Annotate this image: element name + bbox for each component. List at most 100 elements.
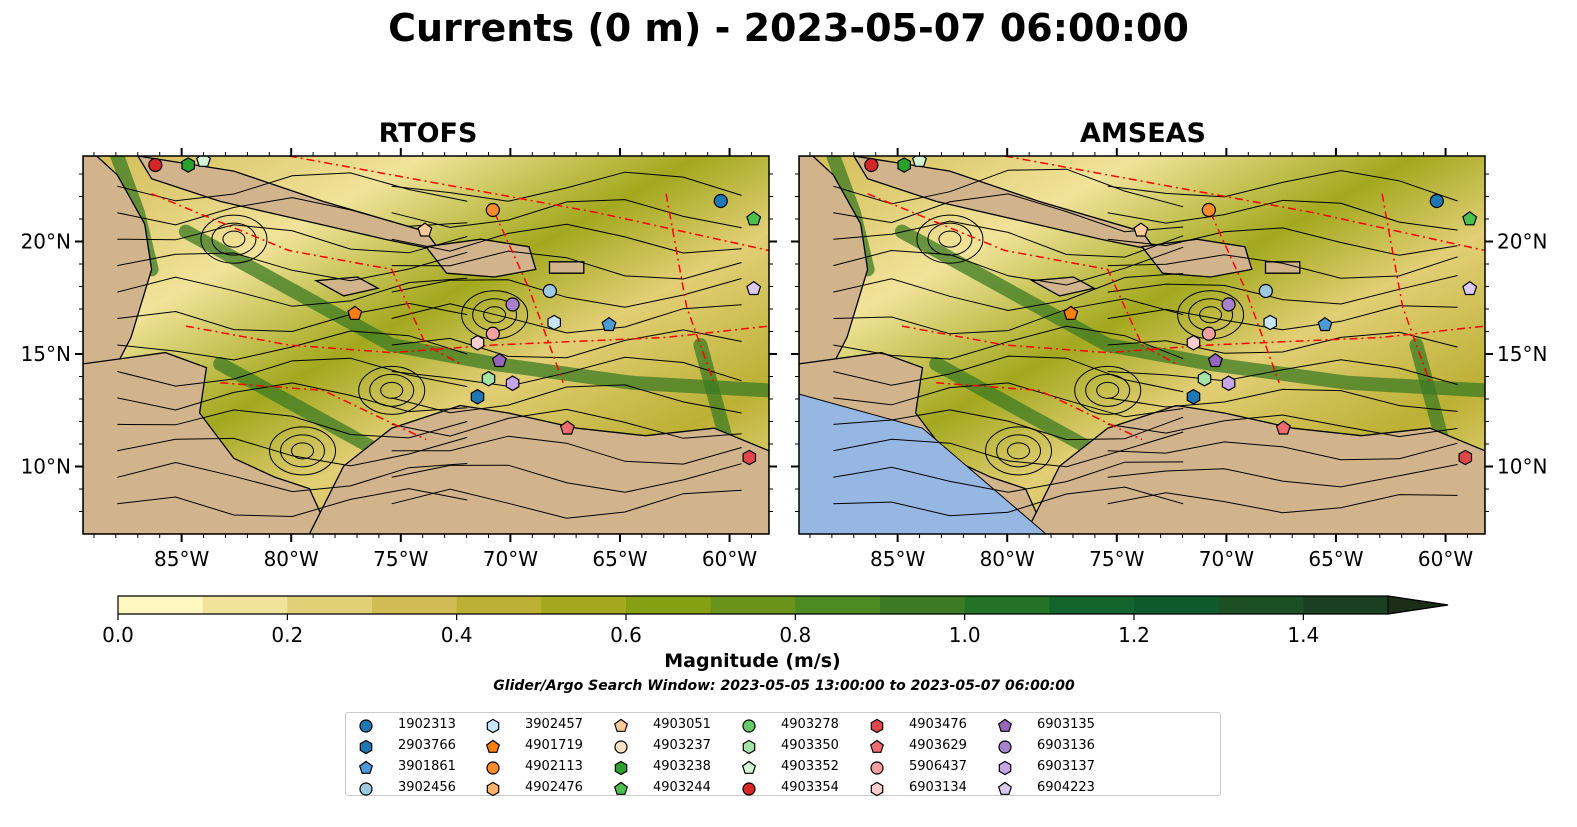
- colorbar-segment: [118, 596, 204, 614]
- legend-label: 5906437: [909, 759, 967, 774]
- streamline: [1107, 441, 1458, 461]
- streamline: [833, 409, 1184, 441]
- platform-4903350: [481, 370, 496, 387]
- streamline: [833, 325, 1184, 360]
- streamline: [391, 329, 742, 359]
- x-tick-label: 65°W: [1308, 547, 1363, 571]
- platform-4903476: [742, 449, 757, 466]
- streamline: [1107, 414, 1458, 438]
- legend-label: 4901719: [525, 738, 583, 753]
- land: [314, 276, 380, 297]
- legend-label: 4903244: [653, 780, 711, 795]
- land: [308, 404, 769, 534]
- platform-4903352: [195, 156, 212, 167]
- land: [1140, 238, 1253, 278]
- legend-label: 4903278: [781, 717, 839, 732]
- legend-marker-circle: [359, 719, 373, 733]
- y-tick-label: 10°N: [21, 455, 71, 479]
- legend-marker-circle: [742, 719, 756, 733]
- legend-marker-pentagon: [485, 739, 501, 753]
- eddy-streamline: [1085, 373, 1131, 407]
- panel-title-rtofs: RTOFS: [378, 118, 478, 149]
- legend-marker-circle: [742, 782, 756, 796]
- x-tick-label: 85°W: [870, 547, 925, 571]
- colorbar-tick-label: 0.0: [102, 623, 134, 647]
- land: [548, 261, 585, 274]
- legend-marker-pentagon: [613, 781, 629, 795]
- streamline: [117, 197, 468, 227]
- x-tick-label: 75°W: [373, 547, 428, 571]
- eez-line: [1381, 193, 1431, 384]
- streamline: [391, 303, 742, 334]
- streamline: [391, 384, 742, 414]
- colorbar-tick-label: 0.2: [271, 623, 303, 647]
- streamline: [1107, 170, 1458, 202]
- legend-label: 1902313: [398, 717, 456, 732]
- land: [853, 156, 1158, 252]
- streamline: [117, 461, 468, 493]
- colorbar-segment: [1049, 596, 1135, 614]
- legend-label: 6904223: [1037, 780, 1095, 795]
- streamline: [117, 251, 468, 282]
- map-frame: [82, 155, 770, 535]
- legend-marker-circle: [870, 761, 884, 775]
- platform-1902313: [1429, 193, 1444, 209]
- x-tick-label: 60°W: [702, 547, 757, 571]
- colorbar-segment: [1303, 596, 1389, 614]
- legend-label: 3901861: [398, 759, 456, 774]
- legend-label: 4902476: [525, 780, 583, 795]
- streamline: [833, 168, 1184, 208]
- x-tick-label: 60°W: [1418, 547, 1473, 571]
- legend-marker-pentagon: [997, 781, 1013, 795]
- eddy-streamline: [222, 230, 246, 248]
- colorbar-segment: [456, 596, 542, 614]
- streamline: [833, 246, 1184, 286]
- y-tick-label: 15°N: [21, 342, 71, 366]
- platform-5906437: [1201, 326, 1216, 341]
- platform-6903137: [1221, 375, 1236, 392]
- streamline: [833, 298, 1184, 335]
- legend-label: 4903238: [653, 759, 711, 774]
- platform-4903352: [911, 156, 928, 167]
- legend-label: 4903352: [781, 759, 839, 774]
- platform-3902457: [547, 314, 561, 331]
- legend-marker-hexagon: [742, 739, 756, 755]
- platform-3902457: [1263, 314, 1277, 331]
- platform-4903051: [1133, 222, 1149, 237]
- legend-label: 4903051: [653, 717, 711, 732]
- legend-marker-hexagon: [870, 718, 884, 734]
- legend-marker-hexagon: [486, 718, 500, 734]
- map-panel-amseas: 85°W 80°W 75°W 70°W 65°W 60°W 20°N 15°N 10°N: [791, 148, 1547, 571]
- eddy-streamline: [916, 214, 984, 264]
- platform-4903476: [1458, 449, 1473, 466]
- platform-4901719: [1063, 305, 1079, 320]
- eddy-streamline: [1074, 365, 1142, 415]
- streamline: [1107, 305, 1458, 331]
- platform-4903350: [1197, 370, 1212, 387]
- streamline: [391, 223, 742, 254]
- streamline: [117, 172, 468, 202]
- eddy-streamline: [200, 214, 268, 264]
- platform-4902113: [1201, 202, 1216, 218]
- land: [1024, 404, 1485, 534]
- streamline: [391, 435, 742, 465]
- legend-marker-hexagon: [614, 760, 628, 776]
- eez-line: [288, 156, 769, 252]
- eez-line: [151, 193, 461, 365]
- colorbar-extend-arrow: [1387, 595, 1449, 615]
- streamline: [391, 463, 742, 493]
- streamline: [391, 408, 742, 439]
- colorbar: 0.0 0.2 0.4 0.6 0.8 1.0 1.2 1.4: [102, 595, 1449, 647]
- colorbar-tick-label: 0.4: [441, 623, 473, 647]
- legend-marker-pentagon: [869, 739, 885, 753]
- colorbar-segment: [202, 596, 288, 614]
- streamline: [391, 250, 742, 280]
- eez-line: [493, 212, 564, 384]
- eez-line: [1004, 156, 1485, 252]
- map-panel-rtofs: 85°W 80°W 75°W 70°W 65°W 60°W 20°N 15°N 10°N: [21, 148, 777, 571]
- eez-boundaries: [867, 156, 1485, 441]
- streamline: [833, 486, 1184, 517]
- legend-marker-pentagon: [997, 718, 1013, 732]
- x-tick-label: 80°W: [980, 547, 1035, 571]
